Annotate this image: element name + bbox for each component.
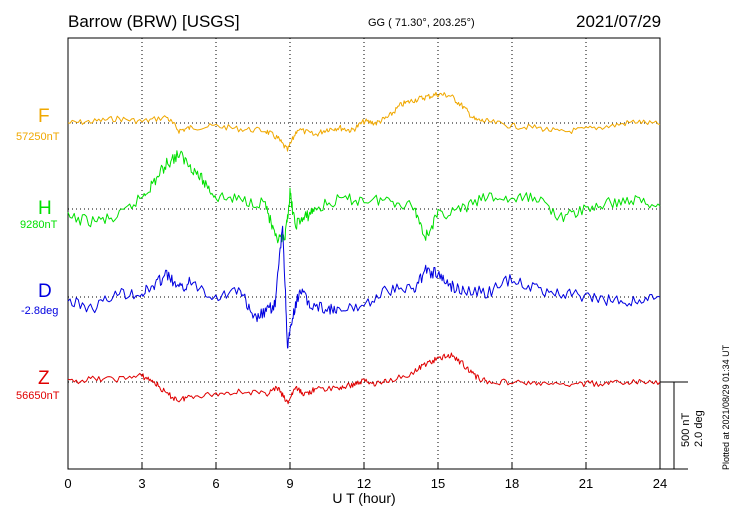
- date-label: 2021/07/29: [576, 12, 662, 31]
- baseline-d: -2.8deg: [21, 305, 59, 317]
- x-tick-label: 21: [579, 476, 593, 491]
- scale-nt-label: 500 nT: [680, 412, 692, 447]
- x-tick-label: 3: [138, 476, 145, 491]
- series-line-z: [67, 352, 661, 405]
- baseline-h: 9280nT: [20, 219, 58, 231]
- baseline-f: 57250nT: [16, 131, 60, 143]
- x-tick-label: 6: [212, 476, 219, 491]
- x-ticks: 0 3 6 9 12 15 18 21 24: [64, 463, 667, 491]
- x-tick-label: 0: [64, 476, 71, 491]
- x-axis-label: U T (hour): [332, 490, 395, 506]
- series-line-f: [67, 91, 661, 152]
- label-f: F: [38, 106, 50, 127]
- station-title: Barrow (BRW) [USGS]: [68, 12, 240, 31]
- scale-deg-label: 2.0 deg: [693, 410, 705, 447]
- label-h: H: [38, 198, 52, 219]
- station-coords: GG ( 71.30°, 203.25°): [368, 17, 475, 29]
- label-z: Z: [38, 368, 50, 389]
- baseline-z: 56650nT: [16, 390, 60, 402]
- grid-lines: [68, 38, 660, 469]
- x-tick-label: 15: [431, 476, 445, 491]
- plotted-note: Plotted at 2021/08/29 01:34 UT: [721, 344, 730, 470]
- x-tick-label: 9: [286, 476, 293, 491]
- x-tick-label: 24: [653, 476, 667, 491]
- series-line-h: [67, 150, 661, 244]
- x-tick-label: 18: [505, 476, 519, 491]
- series-line-d: [67, 225, 661, 349]
- scale-bar: [660, 381, 688, 470]
- series-lines: [67, 91, 661, 405]
- label-d: D: [38, 281, 52, 302]
- x-tick-label: 12: [357, 476, 371, 491]
